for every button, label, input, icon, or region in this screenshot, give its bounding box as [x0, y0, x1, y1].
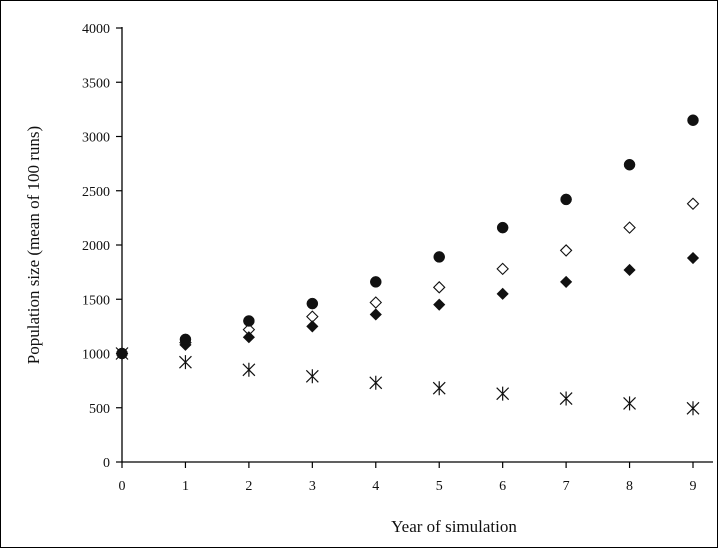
data-point-asterisk	[432, 381, 446, 396]
data-point-filled-diamond	[686, 251, 700, 265]
y-tick-label: 1500	[82, 293, 110, 308]
x-axis-title: Year of simulation	[391, 517, 517, 536]
data-point-filled-circle	[496, 221, 509, 234]
data-point-filled-circle	[623, 158, 636, 171]
data-point-filled-circle	[243, 315, 255, 327]
x-tick-label: 0	[119, 479, 126, 494]
data-point-asterisk	[179, 355, 192, 370]
x-tick-label: 4	[372, 479, 379, 494]
y-tick-label: 3000	[82, 131, 110, 146]
x-tick-label: 3	[309, 479, 316, 494]
data-point-filled-diamond	[306, 320, 319, 333]
data-point-open-diamond	[623, 221, 636, 234]
data-point-open-diamond	[369, 296, 383, 309]
data-point-open-diamond	[496, 262, 509, 276]
data-point-asterisk	[369, 375, 383, 390]
data-point-open-diamond	[559, 244, 573, 257]
y-tick-label: 2500	[82, 185, 110, 200]
x-tick-label: 6	[499, 479, 506, 494]
data-point-filled-diamond	[496, 287, 509, 300]
data-point-filled-diamond	[242, 331, 255, 344]
data-point-filled-diamond	[433, 298, 446, 311]
x-tick-label: 8	[626, 479, 633, 494]
y-tick-label: 0	[103, 456, 110, 471]
data-point-filled-circle	[560, 193, 572, 206]
data-point-asterisk	[559, 391, 573, 406]
data-point-filled-circle	[116, 347, 128, 360]
y-tick-label: 2000	[82, 239, 110, 254]
x-tick-label: 1	[182, 479, 189, 494]
data-marks	[115, 114, 700, 416]
axes	[121, 27, 713, 463]
x-tick-label: 2	[245, 479, 252, 494]
data-point-asterisk	[305, 369, 319, 384]
x-tick-label: 9	[690, 479, 697, 494]
data-point-filled-diamond	[560, 275, 573, 288]
data-point-filled-circle	[179, 333, 192, 346]
data-point-filled-diamond	[623, 263, 636, 277]
data-point-asterisk	[496, 386, 510, 401]
ticks: 0 500 1000 1500 2000 2500 3000 3500 4000 0 1 2 3 4 5 6 7…	[82, 22, 697, 494]
data-point-filled-circle	[433, 251, 445, 263]
y-tick-label: 500	[89, 402, 110, 417]
data-point-asterisk	[242, 362, 256, 377]
y-tick-label: 3500	[82, 76, 110, 91]
data-point-open-diamond	[432, 281, 446, 294]
x-tick-label: 7	[563, 479, 570, 494]
data-point-filled-circle	[370, 276, 382, 288]
data-point-asterisk	[623, 396, 636, 411]
x-tick-label: 5	[436, 479, 443, 494]
y-tick-label: 4000	[82, 22, 110, 37]
data-point-asterisk	[686, 401, 700, 416]
y-axis-title: Population size (mean of 100 runs)	[24, 126, 43, 364]
data-point-open-diamond	[686, 197, 700, 211]
data-point-filled-diamond	[369, 308, 382, 321]
data-point-filled-circle	[306, 297, 319, 310]
data-point-filled-circle	[687, 114, 699, 126]
y-tick-label: 1000	[82, 348, 110, 363]
